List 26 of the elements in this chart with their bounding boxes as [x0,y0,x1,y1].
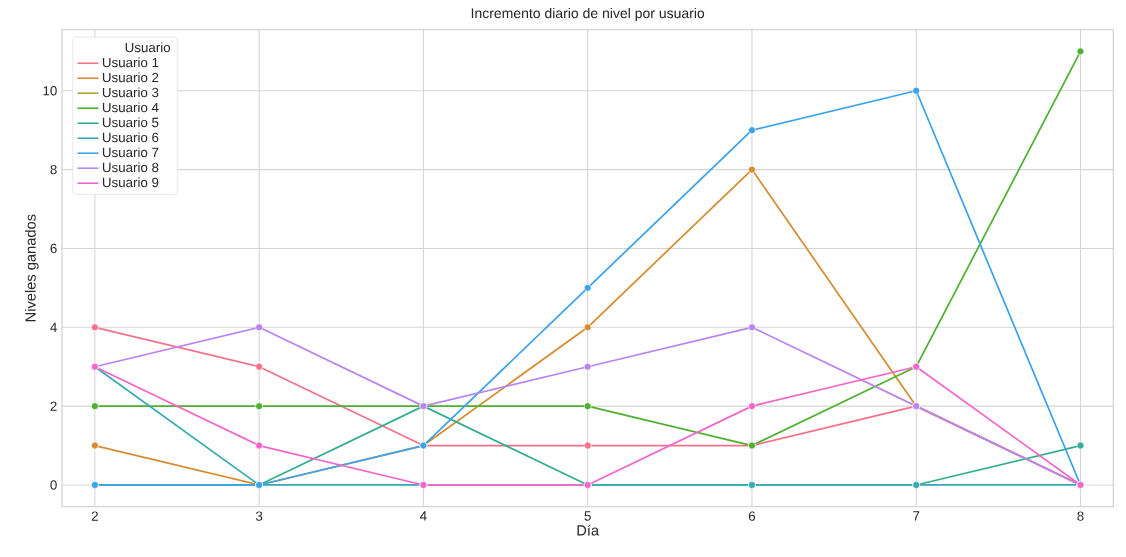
x-tick-label: 4 [420,511,427,521]
x-tick-label: 7 [913,511,920,521]
y-tick-label: 0 [50,480,57,490]
legend-label: Usuario 7 [102,147,159,158]
legend-title: Usuario [125,42,171,53]
x-tick-label: 8 [1077,511,1084,521]
legend-label: Usuario 2 [102,72,159,83]
y-tick-label: 6 [50,243,57,254]
legend-label: Usuario 9 [102,177,159,188]
y-tick-label: 10 [43,86,57,96]
x-tick-label: 3 [255,511,263,521]
legend-label: Usuario 1 [102,57,159,68]
x-tick-label: 6 [748,511,756,521]
y-tick-label: 4 [50,322,57,332]
legend-label: Usuario 8 [102,162,159,173]
chart-title: Incremento diario de nivel por usuario [471,7,705,21]
x-tick-label: 2 [91,511,98,521]
legend-label: Usuario 3 [102,87,159,98]
x-tick-label: 5 [584,511,591,521]
legend-label: Usuario 6 [102,132,159,143]
legend-label: Usuario 4 [102,102,159,113]
y-tick-label: 8 [50,164,57,175]
y-axis-title: Niveles ganados [24,214,39,322]
x-axis-title: Día [577,524,600,536]
legend-label: Usuario 5 [102,117,159,128]
y-tick-label: 2 [50,401,57,411]
